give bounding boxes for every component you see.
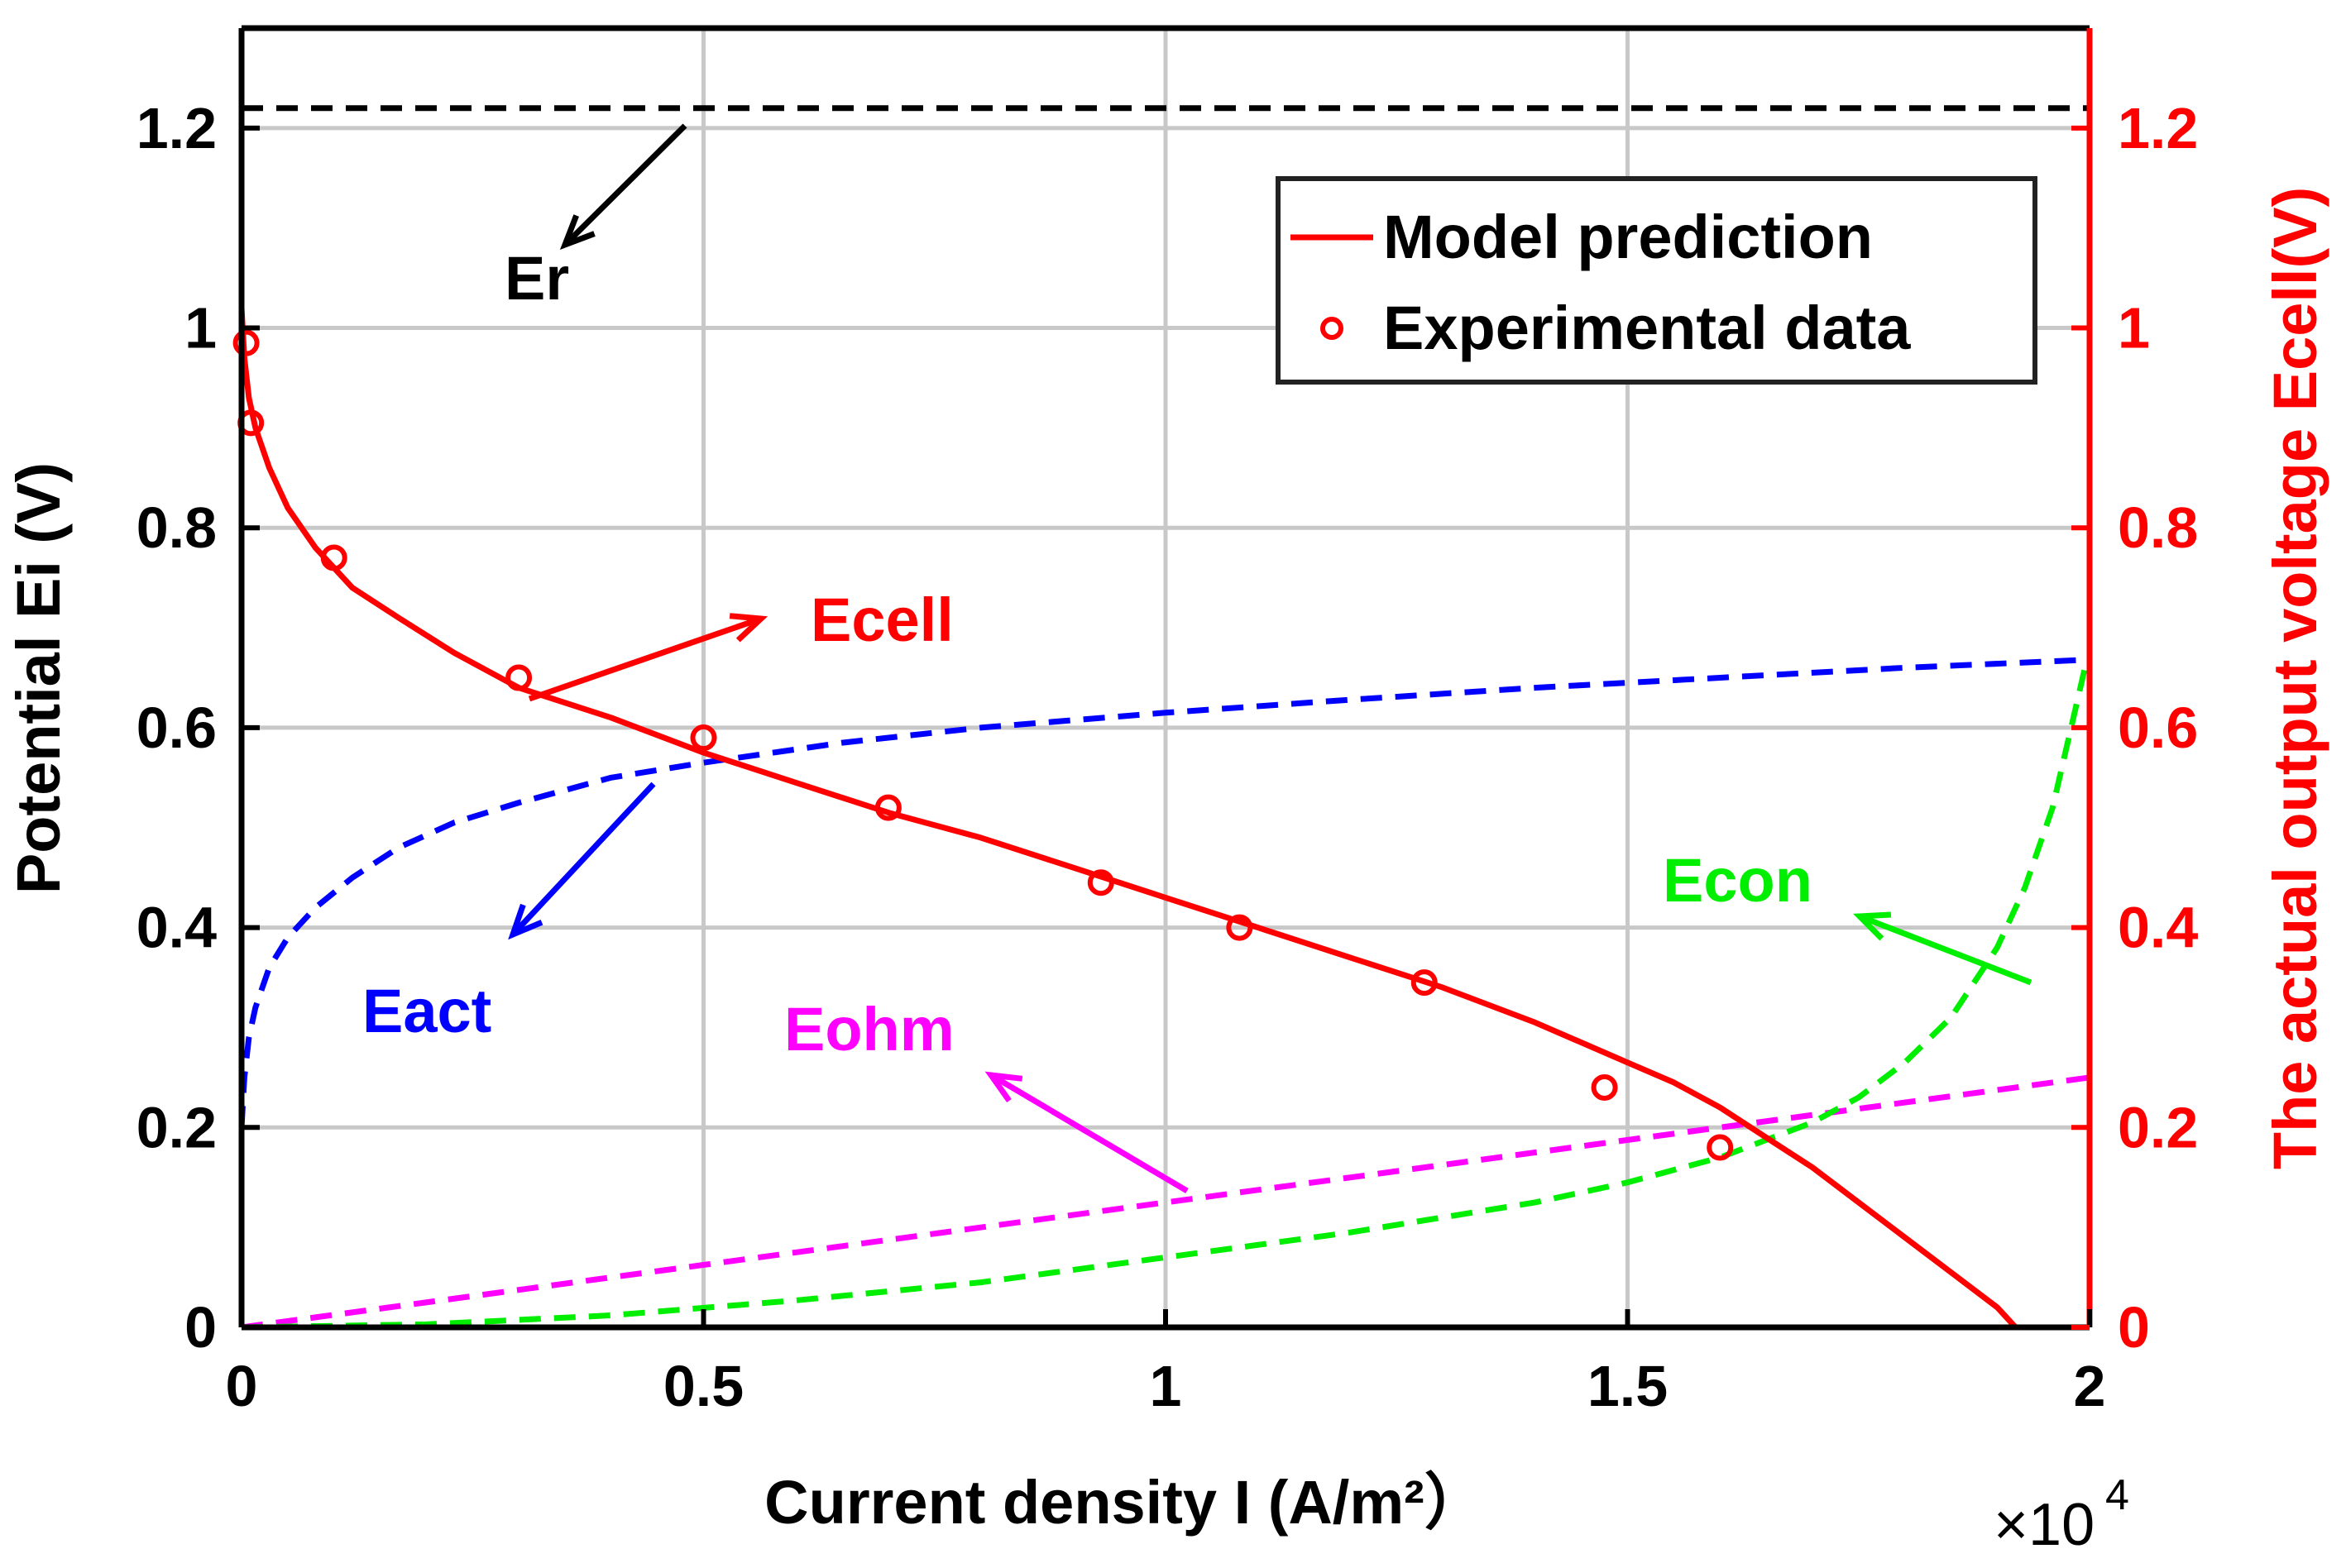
experimental-data-point [505,664,533,691]
eact-arrow-head [508,903,543,940]
eact-arrow [508,782,656,940]
series-model-prediction-line [238,308,2018,1330]
experimental-markers [232,329,1734,1161]
experimental-data-point [1410,969,1438,997]
left-y-tick-label: 1 [184,296,217,361]
legend-marker-swatch [1320,317,1343,340]
right-y-axis-label: The actual output voltage Ecell(V) [2261,187,2329,1169]
annotation-ecell: Ecell [811,586,954,654]
experimental-data-point [1226,914,1253,941]
er-arrow-head [559,214,596,251]
axis-ticks [239,125,2092,1330]
x-tick-label: 0 [226,1354,258,1418]
right-y-tick-label: 1 [2118,296,2150,361]
right-y-tick-label: 0.4 [2118,896,2198,960]
econ-arrow-shaft [1858,913,2032,986]
right-y-tick-label: 0.8 [2118,495,2198,560]
experimental-data-point [320,544,347,571]
x-multiplier-exponent: 4 [2105,1471,2129,1519]
x-multiplier-base: ×10 [1994,1492,2095,1558]
annotation-eohm: Eohm [784,995,955,1064]
x-multiplier: ×10 4 [1994,1471,2129,1558]
experimental-data-point [1591,1073,1618,1101]
annotation-eact: Eact [362,977,491,1045]
experimental-data-point [1707,1134,1734,1161]
eohm-arrow-shaft [989,1072,1189,1194]
right-y-tick-label: 1.2 [2118,96,2198,160]
legend: Model prediction Experimental data [1276,176,2037,385]
data-series [238,105,2090,1331]
left-y-tick-label: 0.8 [136,495,217,560]
x-tick-label: 0.5 [663,1354,744,1418]
series-econ-line [241,667,2088,1331]
experimental-data-point [1087,869,1114,896]
right-y-tick-label: 0.6 [2118,696,2198,760]
x-tick-label: 2 [2074,1354,2106,1418]
legend-entry-experimental: Experimental data [1383,294,1911,362]
x-tick-label: 1.5 [1587,1354,1668,1418]
x-axis-label: Current density I (A/m²） [764,1468,1486,1537]
eohm-arrow [984,1071,1189,1194]
ecell-arrow [528,613,768,702]
eact-arrow-shaft [510,782,656,937]
econ-arrow [1852,911,2032,986]
experimental-data-point [232,329,260,356]
annotation-er: Er [505,244,569,313]
left-y-tick-label: 0.6 [136,696,217,760]
series-eact-line [238,657,2090,1128]
left-y-axis-label: Potential Ei (V) [4,462,73,894]
experimental-data-point [690,724,717,752]
er-arrow-shaft [563,123,687,247]
annotation-arrows [508,123,2032,1194]
annotation-econ: Econ [1663,846,1812,915]
experimental-data-point [874,794,902,821]
er-arrow [559,123,687,251]
econ-arrow-head [1852,911,1892,941]
right-y-tick-label: 0.2 [2118,1095,2198,1159]
left-y-tick-label: 0.2 [136,1095,217,1159]
eohm-arrow-head [984,1071,1023,1103]
ecell-arrow-shaft [528,615,763,702]
ecell-arrow-head [729,613,768,643]
legend-entry-model: Model prediction [1383,203,1873,271]
left-y-tick-label: 0.4 [136,896,217,960]
left-y-tick-label: 1.2 [136,96,217,160]
left-y-tick-label: 0 [184,1295,217,1360]
right-y-tick-label: 0 [2118,1295,2150,1360]
legend-box [1276,176,2037,385]
x-tick-label: 1 [1150,1354,1182,1418]
